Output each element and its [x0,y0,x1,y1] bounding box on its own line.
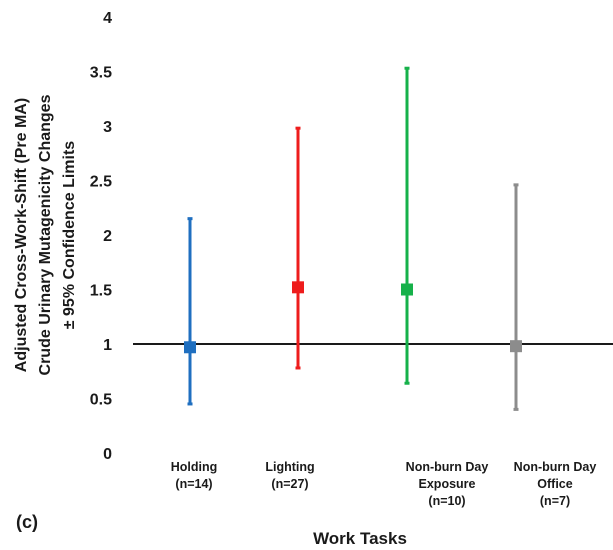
x-category-label: Non-burn Day Exposure (n=10) [406,460,489,508]
y-tick-label: 2.5 [90,174,112,191]
y-axis-ticks: 0 0.5 1 1.5 2 2.5 3 3.5 4 [90,10,112,463]
x-axis-categories: Holding (n=14) Lighting (n=27) Non-burn Day E… [171,460,597,508]
category-marks [292,126,304,370]
x-category-label: Non-burn Day Office (n=7) [514,460,597,508]
category-marks [401,66,413,385]
point-estimate-marker [510,340,522,353]
y-axis-title: Adjusted Cross-Work-Shift (Pre MA) Crude … [13,94,78,375]
y-tick-label: 3.5 [90,65,112,82]
category-marks [184,217,196,406]
error-bar-series [184,66,522,411]
y-tick-label: 0 [103,446,112,463]
y-tick-label: 4 [103,10,112,27]
x-category-label: Holding (n=14) [171,460,218,491]
point-estimate-marker [401,283,413,296]
y-tick-label: 0.5 [90,392,112,409]
y-axis-title-line: ± 95% Confidence Limits [61,141,78,329]
panel-label: (c) [16,512,38,532]
y-tick-label: 2 [103,228,112,245]
x-axis-title: Work Tasks [313,529,407,548]
y-tick-label: 3 [103,119,112,136]
y-tick-label: 1.5 [90,283,112,300]
point-estimate-marker [292,281,304,294]
y-tick-label: 1 [103,337,112,354]
y-axis-title-line: Adjusted Cross-Work-Shift (Pre MA) [13,98,30,372]
x-category-label: Lighting (n=27) [265,460,314,491]
category-marks [510,183,522,411]
y-axis-title-line: Crude Urinary Mutagenicity Changes [37,94,54,375]
point-estimate-marker [184,341,196,354]
